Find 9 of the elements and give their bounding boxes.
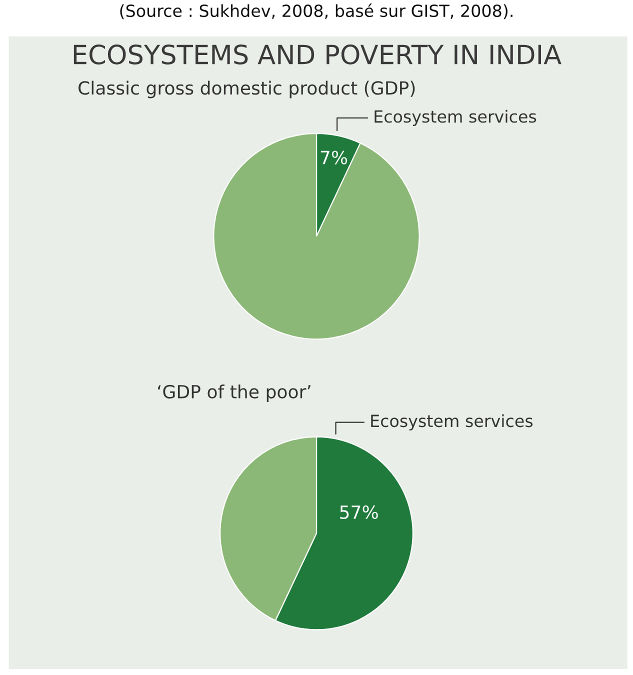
data-label: 7% <box>320 150 348 164</box>
chart-subtitle: Classic gross domestic product (GDP) <box>78 80 415 98</box>
chart-title: ECOSYSTEMS AND POVERTY IN INDIA <box>74 44 562 64</box>
data-label: 57% <box>340 505 378 520</box>
slice-label: Ecosystem services <box>371 414 533 430</box>
chart-title: ‘GDP of the poor’ <box>158 384 310 402</box>
pie-slice <box>213 132 420 340</box>
text: (Source : Sukhdev, 2008, basé sur GIST, 2008). <box>120 4 512 20</box>
slice-label: Ecosystem services <box>374 110 536 126</box>
